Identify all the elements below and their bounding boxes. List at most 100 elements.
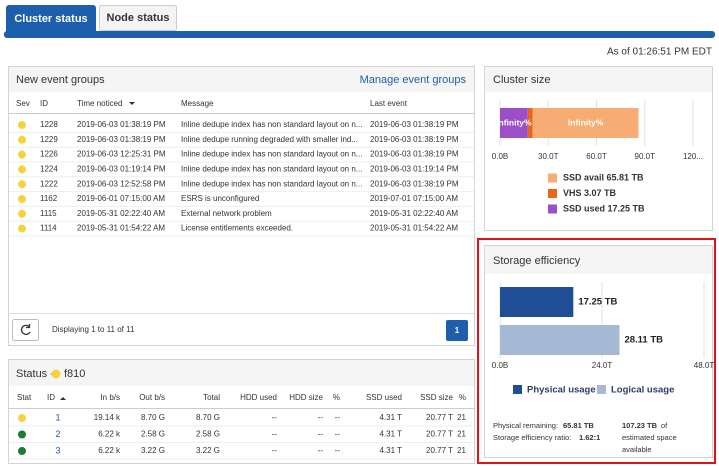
tab-bar [4, 31, 715, 38]
cell: -- [318, 413, 324, 422]
node-link: 2 [55, 429, 60, 439]
status-dot [18, 414, 26, 422]
cell: 2019-05-31 01:54:22 AM [370, 224, 458, 233]
cell: -- [272, 430, 278, 439]
column-header: ID [47, 393, 55, 402]
cell: 20.77 T [426, 430, 453, 439]
cell: 8.70 G [196, 413, 220, 422]
severity-dot [18, 195, 26, 203]
cell: Inline dedupe index has non standard lay… [181, 165, 362, 174]
column-header: HDD used [240, 393, 277, 402]
cell: -- [335, 446, 341, 455]
panel-header [9, 360, 474, 386]
node-link: 3 [55, 445, 60, 455]
panel [484, 66, 713, 231]
tab[interactable] [99, 5, 177, 31]
cell: ESRS is unconfigured [181, 194, 259, 203]
timestamp: As of 01:26:51 PM EDT [607, 47, 712, 58]
severity-dot [18, 121, 26, 129]
footer-label: Storage efficiency ratio: [493, 433, 571, 442]
column-header: SSD used [366, 393, 402, 402]
x-tick-label: 30.0T [538, 152, 559, 161]
legend-label: Physical usage [527, 385, 596, 396]
cell: 2019-06-03 01:38:19 PM [370, 120, 459, 129]
x-tick-label: 0.0B [492, 152, 508, 161]
cell: External network problem [181, 209, 272, 218]
column-header: ID [40, 99, 48, 108]
cell: 6.22 k [98, 430, 121, 439]
cell: 1226 [40, 150, 58, 159]
severity-dot [18, 165, 26, 174]
cell: 21 [457, 413, 466, 422]
column-header: Sev [16, 99, 30, 108]
cell: Inline dedupe index has non standard lay… [181, 120, 362, 129]
bar [500, 325, 620, 355]
cell: 8.70 G [141, 413, 165, 422]
panel-title: New event groups [16, 74, 105, 86]
bar-segment [532, 108, 639, 138]
column-header: Stat [17, 393, 32, 402]
cell: 2019-06-03 01:38:19 PM [370, 179, 459, 188]
column-header: Total [203, 393, 220, 402]
cell: 2019-06-03 12:52:58 PM [77, 179, 166, 188]
cell: 2019-06-03 01:19:14 PM [77, 165, 166, 174]
link[interactable]: Manage event groups [360, 74, 467, 86]
value-label: 28.11 TB [624, 335, 663, 346]
footer-text: available [622, 445, 652, 454]
legend-label: SSD avail 65.81 TB [563, 172, 644, 182]
cell: 2019-06-03 01:19:14 PM [370, 165, 459, 174]
footer-text: estimated space [622, 433, 677, 442]
refresh-icon [20, 324, 31, 335]
column-header: % [459, 393, 466, 402]
legend-swatch [597, 385, 606, 394]
panel-title: Storage efficiency [493, 255, 581, 267]
column-header: % [333, 393, 340, 402]
severity-dot [18, 150, 26, 159]
x-tick-label: 120... [683, 152, 703, 161]
panel-header [485, 67, 712, 92]
tab-active[interactable] [6, 5, 96, 35]
cell: 4.31 T [379, 413, 402, 422]
tab-label[interactable]: Node status [107, 12, 170, 24]
footer-value: 1.62:1 [579, 433, 600, 442]
x-tick-label: 24.0T [592, 361, 613, 370]
cell: 1228 [40, 120, 58, 129]
cell: 6.22 k [98, 446, 121, 455]
cell: 2019-05-31 02:22:40 AM [370, 209, 458, 218]
bar-label: Infinity% [568, 117, 604, 127]
cell: -- [318, 446, 324, 455]
legend-swatch [548, 173, 557, 183]
cell: 2019-06-03 01:38:19 PM [77, 120, 166, 129]
status-dot [51, 369, 61, 379]
refresh-button[interactable] [12, 319, 39, 341]
tab-label[interactable]: Cluster status [14, 13, 87, 25]
cell: 21 [457, 446, 466, 455]
cell: 4.31 T [379, 446, 402, 455]
legend-swatch [513, 385, 522, 394]
x-tick-label: 60.0T [586, 152, 607, 161]
footer-label: Physical remaining: [493, 421, 558, 430]
cell: 20.77 T [426, 446, 453, 455]
page-number[interactable]: 1 [455, 326, 460, 335]
status-dot [18, 447, 26, 455]
legend-label: Logical usage [611, 385, 674, 396]
legend-swatch [548, 189, 557, 198]
cell: 2019-06-03 12:25:31 PM [77, 150, 166, 159]
cell: 3.22 G [141, 446, 165, 455]
column-header: HDD size [289, 393, 323, 402]
column-header: SSD size [420, 393, 453, 402]
cell: -- [335, 413, 341, 422]
page-button[interactable] [446, 320, 468, 341]
cell: 2019-06-01 07:15:00 AM [77, 194, 165, 203]
status-dot [18, 430, 26, 439]
cell: 19.14 k [94, 413, 121, 422]
x-tick-label: 90.0T [635, 152, 656, 161]
panel-header [485, 246, 712, 274]
cell: 3.22 G [196, 446, 220, 455]
footer-value: 107.23 TB [622, 421, 658, 430]
cell: License entitlements exceeded. [181, 224, 293, 233]
column-header: Out b/s [139, 393, 165, 402]
cell: 2.58 G [196, 430, 220, 439]
cell: -- [272, 413, 278, 422]
